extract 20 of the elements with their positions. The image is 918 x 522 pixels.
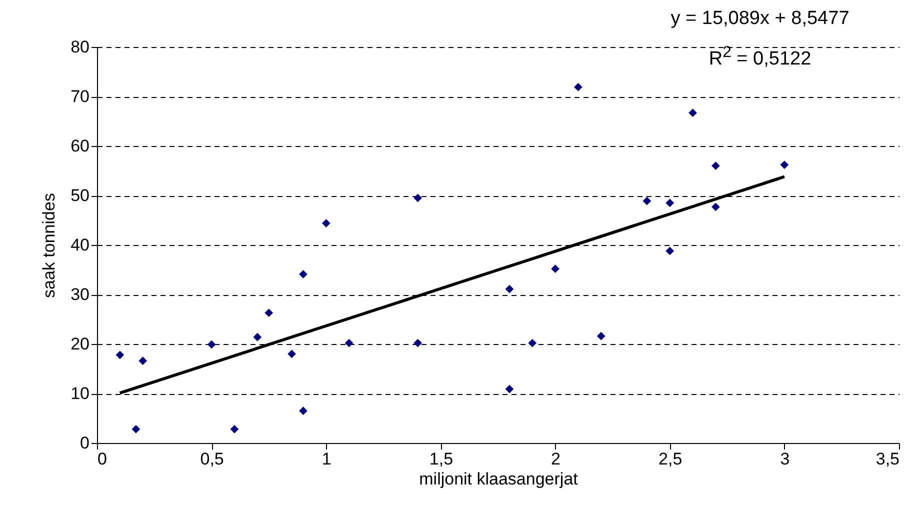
x-tick-label: 2,5 [658,450,682,468]
x-tick-label: 2 [551,450,561,468]
x-tick-label: 1 [322,450,332,468]
text: y = 15,089x + 8,5477 [670,8,850,30]
x-tick-label: 3 [780,450,790,468]
x-tick-label: 0,5 [200,450,224,468]
y-tick-label: 70 [70,87,90,106]
x-tick-label: 1,5 [429,450,454,468]
y-axis-title: saak tonnides [40,193,59,298]
y-tick-label: 60 [70,136,90,156]
y-tick-label: 40 [70,236,90,254]
x-tick-label: 3,5 [876,450,900,468]
y-tick-label: 10 [70,384,90,403]
y-tick-label: 80 [70,38,90,56]
y-tick-label: 20 [70,334,90,354]
y-tick-label: 50 [70,186,90,205]
y-tick-label: 0 [80,434,90,452]
x-axis-title: miljonit klaasangerjat [419,470,578,488]
x-tick-label: 0 [98,450,107,468]
y-tick-label: 30 [70,285,90,304]
